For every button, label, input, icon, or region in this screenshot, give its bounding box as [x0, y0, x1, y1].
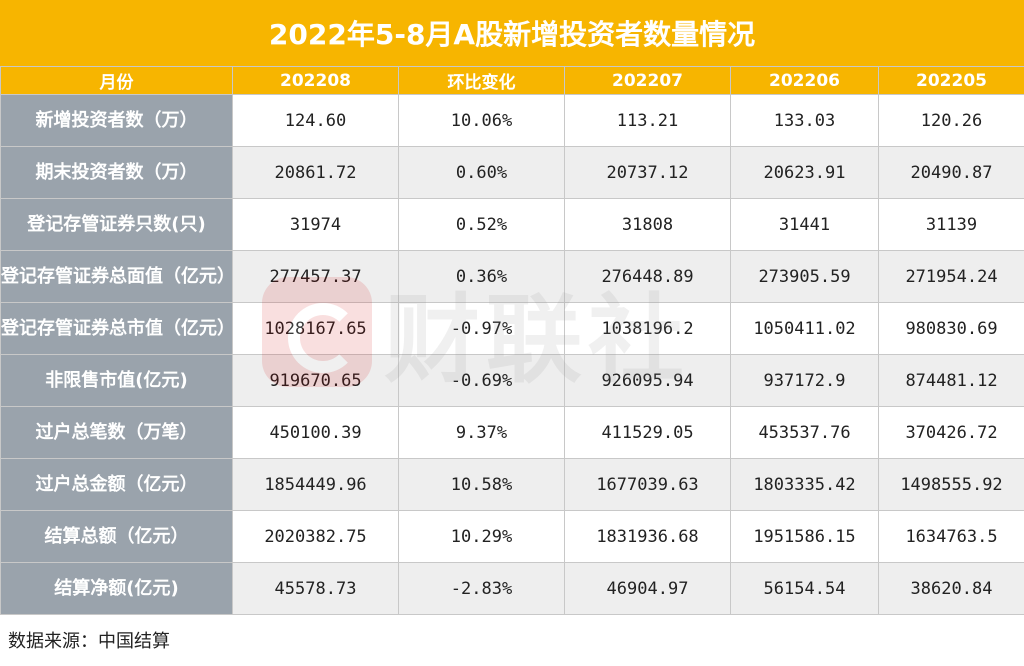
cell: 1634763.5: [878, 510, 1024, 563]
cell: 271954.24: [878, 250, 1024, 303]
cell: 0.52%: [398, 198, 565, 251]
investor-table: 月份 202208 环比变化 202207 202206 202205 新增投资…: [0, 66, 1024, 615]
row-label: 过户总笔数（万笔）: [0, 406, 233, 459]
row-label: 新增投资者数（万）: [0, 94, 233, 147]
cell: 1677039.63: [564, 458, 731, 511]
cell: 31441: [730, 198, 879, 251]
cell: 919670.65: [232, 354, 399, 407]
cell: 980830.69: [878, 302, 1024, 355]
cell: 45578.73: [232, 562, 399, 615]
cell: 38620.84: [878, 562, 1024, 615]
header-202207: 202207: [564, 66, 731, 95]
cell: -0.97%: [398, 302, 565, 355]
cell: 937172.9: [730, 354, 879, 407]
cell: 1038196.2: [564, 302, 731, 355]
row-label: 登记存管证券总面值（亿元）: [0, 250, 235, 303]
table-row: 登记存管证券总市值（亿元） 1028167.65 -0.97% 1038196.…: [0, 302, 1024, 355]
cell: 370426.72: [878, 406, 1024, 459]
cell: 20490.87: [878, 146, 1024, 199]
cell: 46904.97: [564, 562, 731, 615]
cell: 1050411.02: [730, 302, 879, 355]
cell: 1803335.42: [730, 458, 879, 511]
cell: 450100.39: [232, 406, 399, 459]
cell: 31808: [564, 198, 731, 251]
table-row: 非限售市值(亿元) 919670.65 -0.69% 926095.94 937…: [0, 354, 1024, 407]
header-202206: 202206: [730, 66, 879, 95]
table-row: 登记存管证券只数(只) 31974 0.52% 31808 31441 3113…: [0, 198, 1024, 251]
cell: 10.06%: [398, 94, 565, 147]
cell: 0.60%: [398, 146, 565, 199]
table-row: 过户总金额（亿元） 1854449.96 10.58% 1677039.63 1…: [0, 458, 1024, 511]
table-row: 新增投资者数（万） 124.60 10.06% 113.21 133.03 12…: [0, 94, 1024, 147]
table-row: 登记存管证券总面值（亿元） 277457.37 0.36% 276448.89 …: [0, 250, 1024, 303]
cell: 20737.12: [564, 146, 731, 199]
cell: 1028167.65: [232, 302, 399, 355]
cell: 273905.59: [730, 250, 879, 303]
header-row: 月份 202208 环比变化 202207 202206 202205: [0, 66, 1024, 95]
cell: 2020382.75: [232, 510, 399, 563]
cell: 926095.94: [564, 354, 731, 407]
cell: 120.26: [878, 94, 1024, 147]
table-row: 期末投资者数（万） 20861.72 0.60% 20737.12 20623.…: [0, 146, 1024, 199]
cell: 9.37%: [398, 406, 565, 459]
table-row: 过户总笔数（万笔） 450100.39 9.37% 411529.05 4535…: [0, 406, 1024, 459]
cell: -2.83%: [398, 562, 565, 615]
header-202205: 202205: [878, 66, 1024, 95]
source-note: 数据来源：中国结算: [8, 631, 170, 652]
row-label: 结算总额（亿元）: [0, 510, 233, 563]
cell: 56154.54: [730, 562, 879, 615]
row-label: 期末投资者数（万）: [0, 146, 233, 199]
cell: 10.58%: [398, 458, 565, 511]
row-label: 结算净额(亿元): [0, 562, 233, 615]
row-label: 登记存管证券总市值（亿元）: [0, 302, 235, 355]
row-label: 非限售市值(亿元): [0, 354, 233, 407]
cell: 276448.89: [564, 250, 731, 303]
cell: 411529.05: [564, 406, 731, 459]
cell: 1951586.15: [730, 510, 879, 563]
cell: 10.29%: [398, 510, 565, 563]
cell: 1854449.96: [232, 458, 399, 511]
cell: 277457.37: [232, 250, 399, 303]
cell: 20623.91: [730, 146, 879, 199]
cell: 453537.76: [730, 406, 879, 459]
row-label: 登记存管证券只数(只): [0, 198, 233, 251]
cell: 20861.72: [232, 146, 399, 199]
header-mom-change: 环比变化: [398, 66, 565, 95]
cell: 0.36%: [398, 250, 565, 303]
header-202208: 202208: [232, 66, 399, 95]
table-row: 结算总额（亿元） 2020382.75 10.29% 1831936.68 19…: [0, 510, 1024, 563]
header-month: 月份: [0, 66, 233, 95]
cell: 31974: [232, 198, 399, 251]
cell: 1498555.92: [878, 458, 1024, 511]
row-label: 过户总金额（亿元）: [0, 458, 233, 511]
cell: -0.69%: [398, 354, 565, 407]
cell: 133.03: [730, 94, 879, 147]
table-row: 结算净额(亿元) 45578.73 -2.83% 46904.97 56154.…: [0, 562, 1024, 615]
cell: 113.21: [564, 94, 731, 147]
cell: 1831936.68: [564, 510, 731, 563]
cell: 31139: [878, 198, 1024, 251]
cell: 874481.12: [878, 354, 1024, 407]
cell: 124.60: [232, 94, 399, 147]
table-title: 2022年5-8月A股新增投资者数量情况: [0, 0, 1024, 66]
